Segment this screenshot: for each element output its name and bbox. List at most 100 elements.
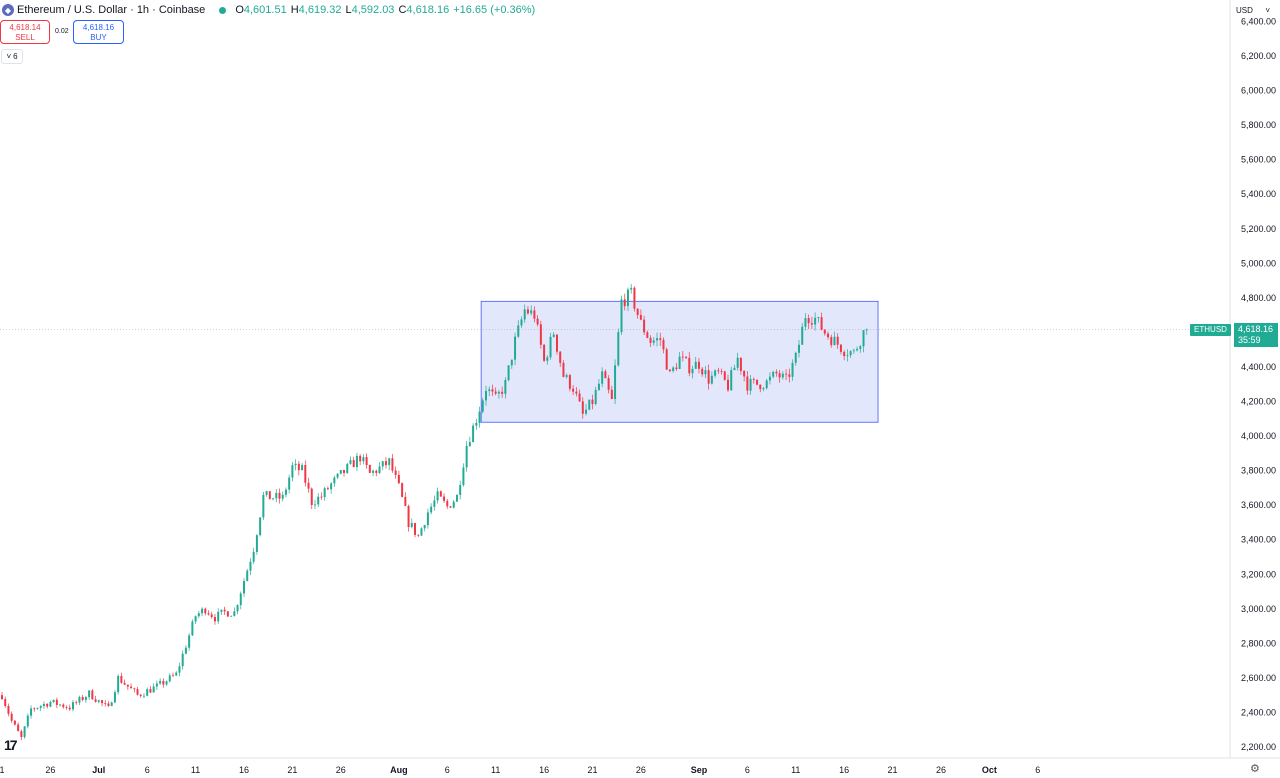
candle-body bbox=[210, 614, 213, 617]
candle-body bbox=[610, 389, 613, 399]
y-tick-label: 5,600.00 bbox=[1241, 155, 1276, 165]
sell-button[interactable]: 4,618.14 SELL bbox=[0, 20, 50, 44]
candle-body bbox=[452, 501, 455, 508]
candle-body bbox=[252, 551, 255, 562]
candle-body bbox=[26, 715, 29, 727]
ethereum-icon: ◆ bbox=[2, 4, 14, 16]
candle-body bbox=[601, 371, 604, 384]
spread-value: 0.02 bbox=[55, 28, 69, 35]
candle-body bbox=[475, 422, 478, 426]
tradingview-logo-icon[interactable]: 17 bbox=[4, 737, 18, 753]
candle-body bbox=[662, 339, 665, 350]
candle-body bbox=[555, 334, 558, 352]
candle-body bbox=[704, 370, 707, 375]
candle-body bbox=[401, 483, 404, 497]
candle-body bbox=[581, 401, 584, 414]
candle-body bbox=[675, 367, 678, 369]
candle-body bbox=[197, 613, 200, 617]
candle-body bbox=[243, 581, 245, 594]
candle-body bbox=[23, 726, 26, 738]
candle-body bbox=[68, 707, 71, 710]
y-tick-label: 6,200.00 bbox=[1241, 51, 1276, 61]
candle-body bbox=[42, 703, 45, 707]
candle-body bbox=[614, 365, 617, 399]
indicators-toggle-button[interactable]: ˅ 6 bbox=[1, 49, 23, 64]
candle-body bbox=[352, 460, 355, 468]
candle-body bbox=[510, 359, 513, 366]
last-price-tag: 4,618.16 35:59 bbox=[1234, 323, 1278, 347]
candle-body bbox=[204, 608, 207, 614]
x-tick-label: Oct bbox=[982, 765, 997, 775]
candle-body bbox=[849, 351, 852, 356]
candle-body bbox=[533, 310, 536, 319]
high-value: 4,619.32 bbox=[298, 4, 342, 16]
candle-body bbox=[126, 684, 129, 687]
y-tick-label: 2,200.00 bbox=[1241, 742, 1276, 752]
y-tick-label: 5,800.00 bbox=[1241, 120, 1276, 130]
candle-body bbox=[178, 666, 181, 673]
x-tick-label: 26 bbox=[636, 765, 646, 775]
y-tick-label: 4,400.00 bbox=[1241, 362, 1276, 372]
candle-body bbox=[149, 689, 152, 693]
candle-body bbox=[146, 689, 149, 696]
candle-body bbox=[375, 470, 378, 473]
candle-body bbox=[84, 697, 87, 700]
candle-body bbox=[691, 368, 694, 374]
candle-body bbox=[756, 379, 759, 385]
y-tick-label: 2,600.00 bbox=[1241, 673, 1276, 683]
candle-body bbox=[539, 324, 542, 345]
candle-body bbox=[262, 494, 265, 518]
candle-body bbox=[759, 384, 762, 390]
currency-select[interactable]: USD ˅ bbox=[1236, 3, 1270, 17]
candle-body bbox=[472, 425, 475, 443]
candle-body bbox=[520, 319, 523, 326]
candle-body bbox=[810, 323, 813, 325]
candle-body bbox=[120, 675, 123, 683]
candle-body bbox=[697, 361, 700, 369]
candle-body bbox=[672, 367, 675, 371]
candle-body bbox=[194, 616, 197, 622]
x-tick-label: 21 bbox=[287, 765, 297, 775]
candle-body bbox=[239, 593, 242, 606]
candle-body bbox=[504, 379, 507, 394]
candle-body bbox=[436, 491, 439, 501]
candle-body bbox=[275, 492, 278, 499]
y-tick-label: 3,800.00 bbox=[1241, 466, 1276, 476]
candle-body bbox=[801, 326, 804, 345]
candle-body bbox=[426, 512, 429, 526]
candle-body bbox=[207, 613, 210, 615]
buy-button[interactable]: 4,618.16 BUY bbox=[73, 20, 124, 44]
candle-body bbox=[623, 299, 626, 307]
gear-icon[interactable]: ⚙ bbox=[1250, 763, 1260, 775]
candle-body bbox=[439, 491, 442, 497]
candle-body bbox=[284, 489, 287, 495]
candle-body bbox=[462, 467, 465, 486]
candle-body bbox=[236, 605, 239, 612]
candle-body bbox=[678, 356, 681, 369]
candle-body bbox=[749, 379, 752, 391]
candle-body bbox=[733, 367, 736, 371]
symbol-title[interactable]: Ethereum / U.S. Dollar · 1h · Coinbase bbox=[17, 4, 206, 16]
symbol-price-tag: ETHUSD bbox=[1190, 324, 1231, 336]
candle-body bbox=[727, 379, 729, 391]
candle-body bbox=[230, 615, 233, 617]
candle-body bbox=[246, 570, 249, 582]
candle-body bbox=[823, 329, 826, 334]
candle-body bbox=[781, 373, 784, 378]
candle-body bbox=[607, 378, 610, 390]
candle-body bbox=[259, 517, 262, 536]
candle-body bbox=[288, 477, 291, 490]
candle-body bbox=[278, 492, 281, 499]
candle-body bbox=[501, 391, 504, 394]
candle-body bbox=[104, 703, 107, 704]
sell-price: 4,618.14 bbox=[9, 23, 41, 32]
candle-body bbox=[391, 458, 394, 471]
candle-body bbox=[468, 442, 471, 446]
candle-body bbox=[304, 464, 307, 483]
candle-body bbox=[862, 330, 865, 347]
candle-body bbox=[681, 356, 684, 358]
candle-body bbox=[4, 699, 7, 707]
candle-body bbox=[594, 389, 597, 405]
candle-body bbox=[410, 523, 413, 528]
